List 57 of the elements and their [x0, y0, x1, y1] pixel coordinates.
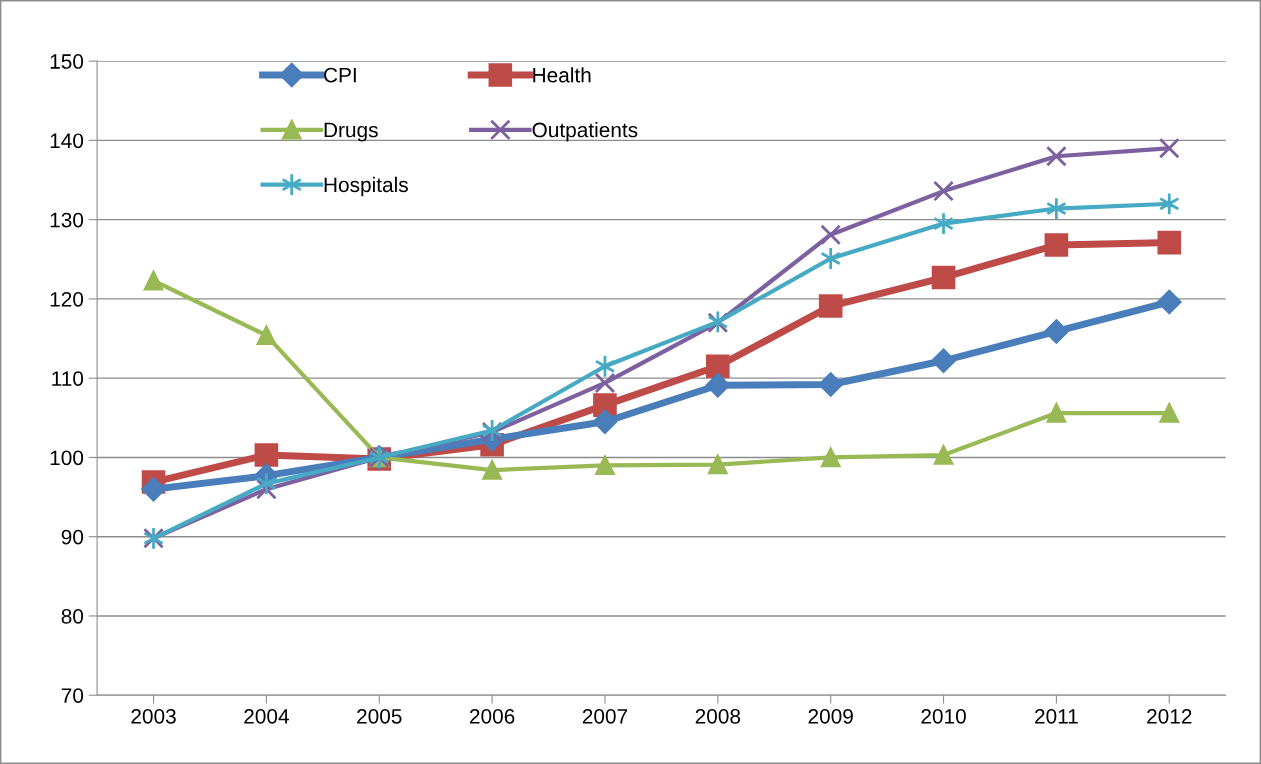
point — [1159, 403, 1179, 423]
point — [705, 373, 731, 398]
legend-label: Health — [533, 67, 591, 83]
legend-label: Outpatients — [532, 122, 638, 142]
x-tick-label: 2008 — [695, 708, 741, 724]
point — [1046, 403, 1067, 423]
point — [594, 372, 616, 394]
y-tick-label: 120 — [50, 291, 84, 307]
point — [1158, 137, 1180, 159]
x-tick-label: 2006 — [469, 708, 515, 724]
point — [256, 325, 277, 346]
x-tick-label: 2009 — [808, 708, 853, 724]
y-tick-label: 70 — [61, 688, 84, 703]
point — [1157, 230, 1182, 255]
y-tick-label: 140 — [50, 133, 84, 149]
point — [708, 454, 728, 475]
point — [931, 265, 956, 290]
y-tick-label: 90 — [61, 529, 84, 545]
x-tick-label: 2011 — [1035, 708, 1078, 724]
point — [255, 478, 277, 500]
point — [592, 409, 618, 434]
point — [1157, 289, 1182, 315]
point — [143, 270, 164, 291]
point — [1158, 191, 1180, 216]
point — [933, 445, 954, 465]
point — [818, 372, 843, 397]
y-tick-label: 150 — [50, 54, 84, 69]
point — [1044, 233, 1069, 257]
point — [820, 224, 842, 246]
point — [706, 354, 730, 379]
x-tick-label: 2005 — [357, 708, 402, 724]
y-tick-label: 110 — [52, 371, 84, 386]
legend-label: Hospitals — [324, 176, 408, 197]
point — [1045, 196, 1067, 221]
point — [255, 471, 277, 496]
x-tick-label: 2003 — [131, 708, 176, 724]
point — [141, 476, 166, 502]
legend-label: CPI — [324, 67, 356, 83]
point — [933, 180, 954, 202]
point — [1044, 319, 1069, 344]
x-tick-label: 2012 — [1147, 708, 1192, 724]
y-tick-label: 100 — [50, 450, 84, 466]
x-tick-label: 2010 — [921, 708, 966, 724]
point — [820, 447, 841, 468]
x-tick-label: 2004 — [244, 708, 289, 724]
point — [820, 246, 842, 271]
point — [254, 443, 279, 467]
y-tick-label: 130 — [50, 212, 84, 228]
x-tick-label: 2007 — [582, 708, 628, 724]
point — [931, 348, 956, 373]
point — [1045, 145, 1067, 167]
legend-label: Drugs — [324, 122, 378, 142]
point — [933, 211, 954, 236]
point — [482, 460, 502, 480]
point — [595, 455, 615, 476]
y-tick-label: 80 — [61, 608, 84, 624]
point — [818, 294, 843, 318]
